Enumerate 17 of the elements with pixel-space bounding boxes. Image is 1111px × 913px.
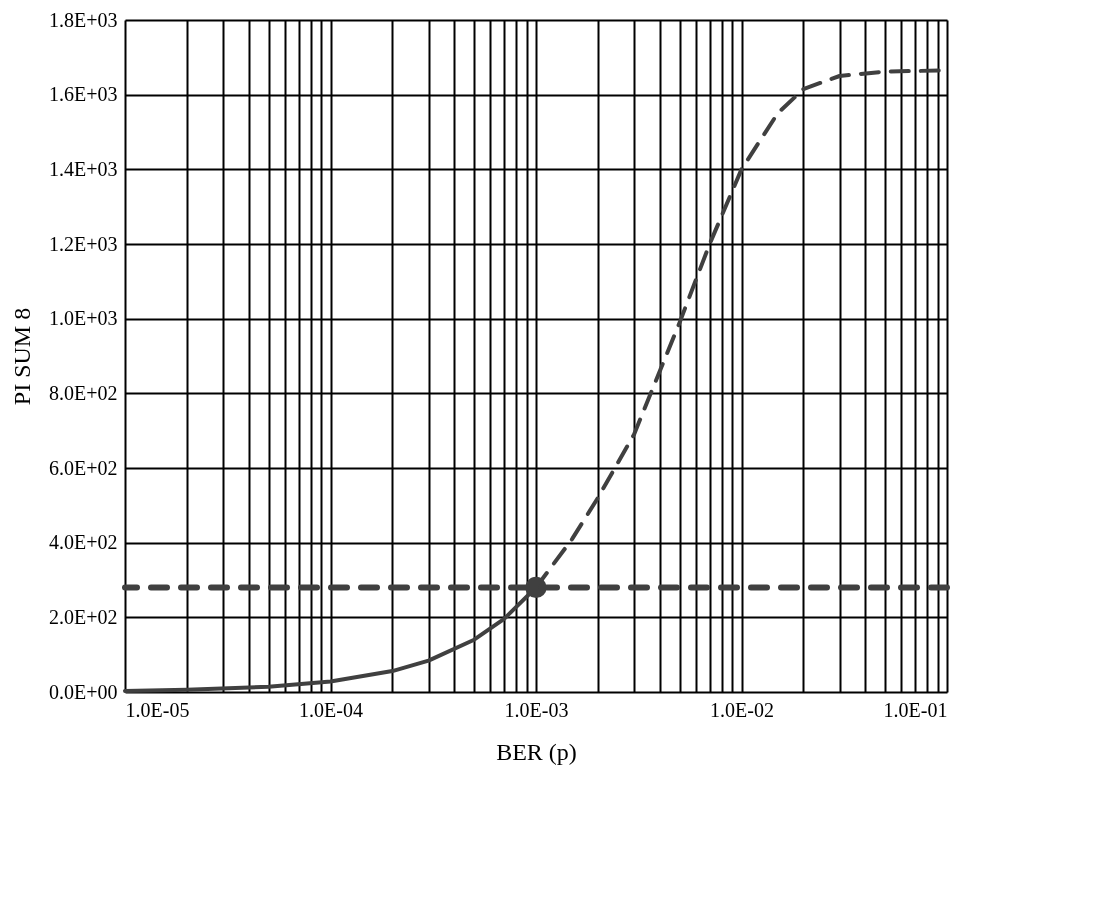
x-tick-label: 1.0E-01 xyxy=(883,698,948,721)
y-tick-label: 8.0E+02 xyxy=(49,381,118,404)
y-tick-label: 1.4E+03 xyxy=(49,157,118,180)
y-tick-label: 6.0E+02 xyxy=(49,456,118,479)
x-tick-label: 1.0E-04 xyxy=(299,698,363,721)
y-tick-label: 1.8E+03 xyxy=(49,8,118,31)
x-axis-title: BER (p) xyxy=(496,738,577,765)
y-tick-label: 4.0E+02 xyxy=(49,531,118,554)
x-tick-label: 1.0E-05 xyxy=(125,698,190,721)
y-tick-label: 0.0E+00 xyxy=(49,680,118,703)
y-axis-title: PI SUM 8 xyxy=(9,307,35,406)
y-tick-label: 1.6E+03 xyxy=(49,83,118,106)
x-tick-label: 1.0E-02 xyxy=(710,698,774,721)
y-tick-label: 1.2E+03 xyxy=(49,232,118,255)
y-tick-label: 1.0E+03 xyxy=(49,307,118,330)
x-tick-label: 1.0E-03 xyxy=(504,698,569,721)
y-tick-label: 2.0E+02 xyxy=(49,605,118,628)
